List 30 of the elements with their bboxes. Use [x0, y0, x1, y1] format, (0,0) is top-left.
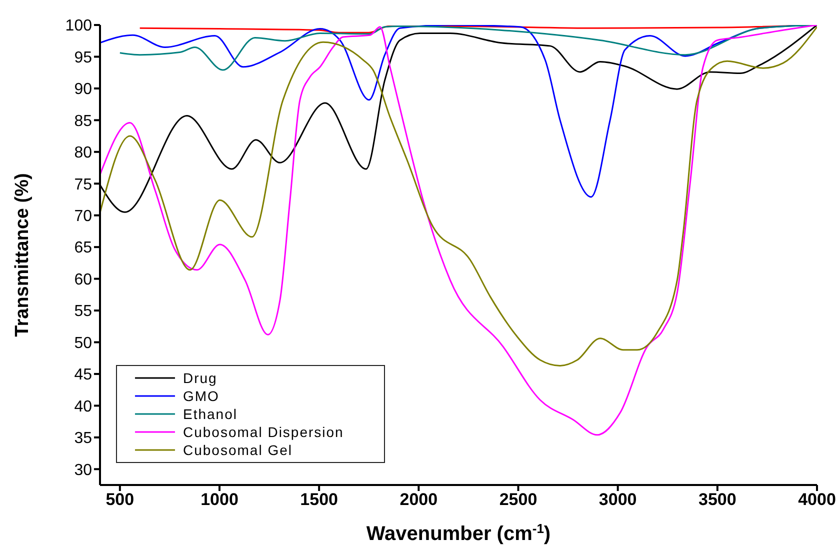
y-tick-label: 55	[74, 303, 92, 320]
legend-label: Cubosomal Gel	[183, 441, 292, 459]
y-tick-label: 50	[74, 334, 92, 352]
x-tick-label: 3000	[598, 490, 637, 510]
x-tick-label: 4000	[798, 490, 836, 510]
x-tick-label: 2500	[499, 490, 538, 510]
y-tick-label: 65	[74, 240, 92, 257]
legend-label: Cubosomal Dispersion	[183, 423, 344, 441]
y-tick-label: 40	[74, 398, 92, 416]
x-tick-label: 500	[106, 490, 134, 510]
y-tick-label: 90	[74, 81, 92, 98]
y-tick-label: 35	[74, 430, 92, 448]
y-tick-label: 85	[74, 112, 92, 130]
y-tick-label: 60	[74, 271, 92, 288]
y-tick-label: 100	[65, 18, 92, 35]
x-tick-label: 3500	[698, 490, 736, 510]
x-tick-label: 2000	[400, 490, 438, 510]
legend-label: Drug	[183, 369, 218, 387]
x-tick-label: 1000	[200, 490, 238, 510]
x-axis-title: Wavenumber (cm$^{-1}$)	[366, 520, 551, 545]
y-axis-title: Transmittance (%)	[12, 173, 33, 337]
y-tick-label: 70	[74, 208, 92, 226]
y-tick-label: 30	[74, 462, 92, 479]
y-tick-label: 80	[74, 144, 92, 162]
x-tick-label: 1500	[300, 490, 338, 510]
y-tick-label: 45	[74, 366, 92, 384]
y-tick-label: 95	[74, 49, 92, 66]
legend-label: Ethanol	[183, 405, 238, 423]
y-tick-label: 75	[74, 176, 92, 194]
legend-label: GMO	[183, 387, 220, 405]
